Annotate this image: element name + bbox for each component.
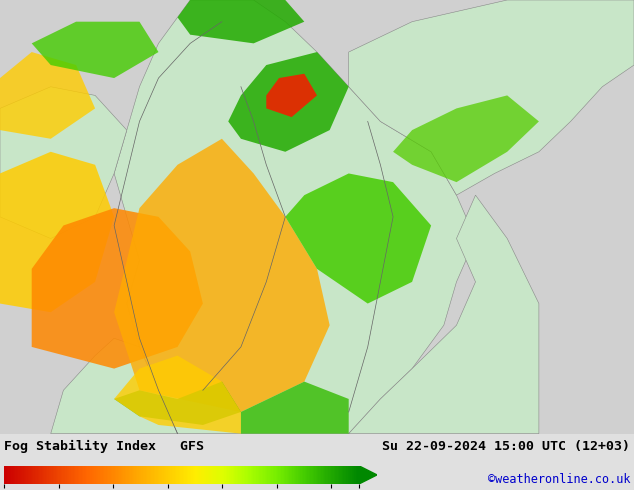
Polygon shape	[349, 195, 539, 434]
Polygon shape	[114, 356, 241, 434]
Polygon shape	[359, 466, 377, 484]
Polygon shape	[285, 173, 431, 304]
Text: Su 22-09-2024 15:00 UTC (12+03): Su 22-09-2024 15:00 UTC (12+03)	[382, 440, 630, 453]
Polygon shape	[393, 96, 539, 182]
Polygon shape	[0, 152, 114, 312]
Polygon shape	[241, 382, 349, 434]
Polygon shape	[0, 52, 95, 139]
Text: Fog Stability Index   GFS: Fog Stability Index GFS	[4, 440, 204, 453]
Polygon shape	[266, 74, 317, 117]
Polygon shape	[349, 0, 634, 195]
Polygon shape	[51, 338, 178, 434]
Polygon shape	[114, 382, 241, 425]
Polygon shape	[32, 22, 158, 78]
Polygon shape	[0, 87, 127, 239]
Polygon shape	[178, 0, 304, 44]
Polygon shape	[228, 52, 349, 152]
Text: ©weatheronline.co.uk: ©weatheronline.co.uk	[488, 473, 630, 486]
Polygon shape	[114, 0, 476, 434]
Polygon shape	[114, 139, 330, 412]
Polygon shape	[32, 208, 203, 368]
